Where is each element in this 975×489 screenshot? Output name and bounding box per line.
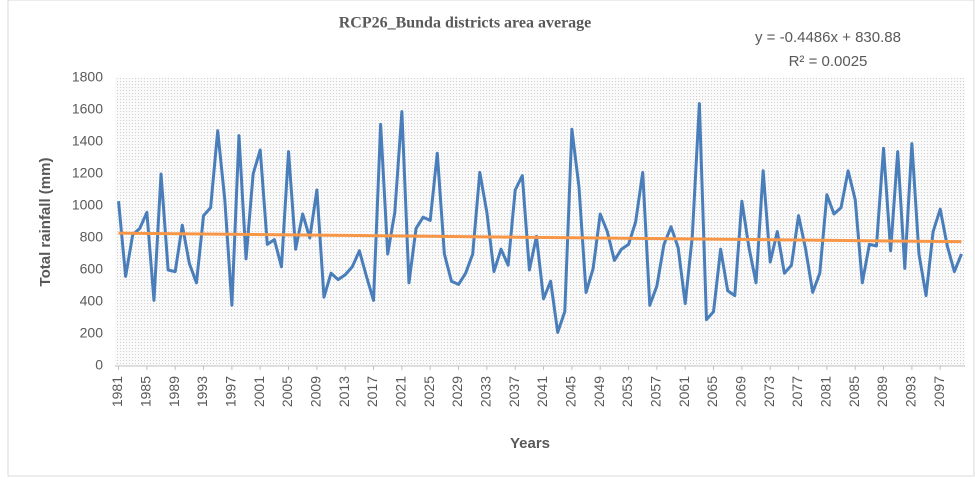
y-tick-label: 1000: [72, 197, 103, 213]
x-tick-label: 1989: [166, 376, 182, 407]
x-tick-label: 2085: [846, 376, 862, 407]
trend-r2: R² = 0.0025: [789, 53, 868, 70]
y-axis-label: Total rainfall (mm): [37, 158, 54, 287]
x-tick-label: 2037: [506, 376, 522, 407]
x-tick-label: 2077: [789, 376, 805, 407]
trend-equation: y = -0.4486x + 830.88: [755, 29, 901, 46]
x-tick-label: 1985: [138, 376, 154, 407]
x-tick-label: 2073: [761, 376, 777, 407]
y-tick-label: 1400: [72, 133, 103, 149]
x-tick-label: 2025: [421, 376, 437, 407]
y-tick-label: 1200: [72, 165, 103, 181]
x-tick-label: 1993: [194, 376, 210, 407]
x-tick-label: 2089: [874, 376, 890, 407]
x-tick-label: 2041: [534, 376, 550, 407]
y-tick-label: 0: [95, 357, 103, 373]
trend-line: [118, 231, 962, 244]
x-tick-label: 2029: [449, 376, 465, 407]
y-tick-label: 600: [80, 261, 104, 277]
x-axis-label: Years: [510, 435, 550, 452]
y-tick-label: 1800: [72, 69, 103, 85]
x-tick-label: 2045: [563, 376, 579, 407]
x-tick-label: 2069: [733, 376, 749, 407]
x-tick-label: 2013: [336, 376, 352, 407]
y-tick-label: 1600: [72, 101, 103, 117]
x-tick-label: 2017: [364, 376, 380, 407]
x-tick-label: 2097: [931, 376, 947, 407]
x-tick-label: 2021: [393, 376, 409, 407]
x-tick-label: 1997: [223, 376, 239, 407]
x-tick-label: 2081: [818, 376, 834, 407]
y-tick-label: 400: [80, 293, 104, 309]
data-line: [117, 102, 963, 334]
x-tick-label: 2057: [648, 376, 664, 407]
x-tick-label: 2093: [903, 376, 919, 407]
x-tick-label: 2053: [619, 376, 635, 407]
x-tick-label: 2061: [676, 376, 692, 407]
chart-title: RCP26_Bunda districts area average: [339, 15, 592, 32]
x-tick-label: 2001: [251, 376, 267, 407]
x-tick-label: 2049: [591, 376, 607, 407]
x-tick-label: 2009: [308, 376, 324, 407]
x-tick-label: 1981: [109, 376, 125, 407]
y-tick-label: 200: [80, 325, 104, 341]
x-tick-label: 2005: [279, 376, 295, 407]
y-tick-label: 800: [80, 229, 104, 245]
x-tick-label: 2033: [478, 376, 494, 407]
x-tick-label: 2065: [704, 376, 720, 407]
